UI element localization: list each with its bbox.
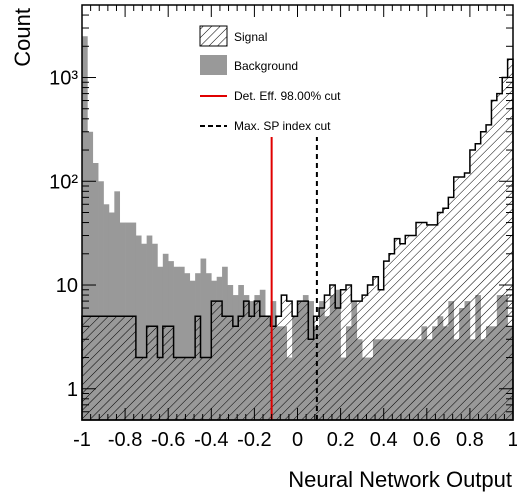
x-tick-label: -0.2: [237, 429, 271, 451]
y-tick-label: 10: [56, 275, 78, 297]
legend: Signal Background Det. Eff. 98.00% cut Max.…: [199, 25, 341, 133]
background-bar: [98, 181, 104, 420]
x-tick-label: 0: [292, 429, 303, 451]
legend-background-label: Background: [234, 59, 298, 73]
x-tick-label: 0.2: [327, 429, 355, 451]
legend-signal-label: Signal: [234, 30, 267, 44]
cut-lines: [270, 137, 318, 420]
x-tick-label: 0.8: [456, 429, 484, 451]
background-bar: [189, 280, 196, 420]
x-tick-label: 0.4: [370, 429, 398, 451]
legend-det-eff-label: Det. Eff. 98.00% cut: [234, 89, 341, 103]
x-tick-label: -0.6: [151, 429, 185, 451]
x-axis-label: Neural Network Output: [288, 467, 512, 492]
background-bar: [178, 266, 185, 420]
legend-background-swatch: [200, 55, 227, 75]
background-bar: [82, 36, 88, 420]
axis-ticks: -1 -0.8 -0.6 -0.4 -0.2 0 0.2 0.4 0.6 0.8 1 1 10 10² 10…: [49, 4, 517, 451]
background-bar: [92, 162, 99, 421]
background-bar: [135, 235, 142, 420]
x-tick-label: 1: [507, 429, 517, 451]
background-bar: [200, 258, 207, 420]
background-bar: [141, 243, 147, 420]
background-bar: [205, 273, 212, 420]
legend-signal-swatch: [199, 25, 228, 47]
signal-step-line: [81, 58, 514, 421]
x-tick-label: -0.8: [108, 429, 142, 451]
y-tick-label: 10³: [49, 68, 78, 90]
x-tick-label: -1: [73, 429, 91, 451]
background-bar: [87, 131, 94, 420]
y-axis-label: Count: [10, 8, 35, 67]
x-tick-label: 0.6: [413, 429, 441, 451]
background-bar: [157, 266, 164, 420]
y-tick-label: 10²: [49, 171, 78, 193]
signal-histogram: [81, 58, 514, 421]
y-tick-label: 1: [67, 379, 78, 401]
x-tick-label: -0.4: [194, 429, 228, 451]
background-bar: [173, 266, 180, 420]
legend-max-sp-label: Max. SP index cut: [234, 119, 331, 133]
background-bar: [184, 273, 191, 420]
background-bar: [103, 204, 110, 420]
background-bar: [114, 191, 121, 420]
